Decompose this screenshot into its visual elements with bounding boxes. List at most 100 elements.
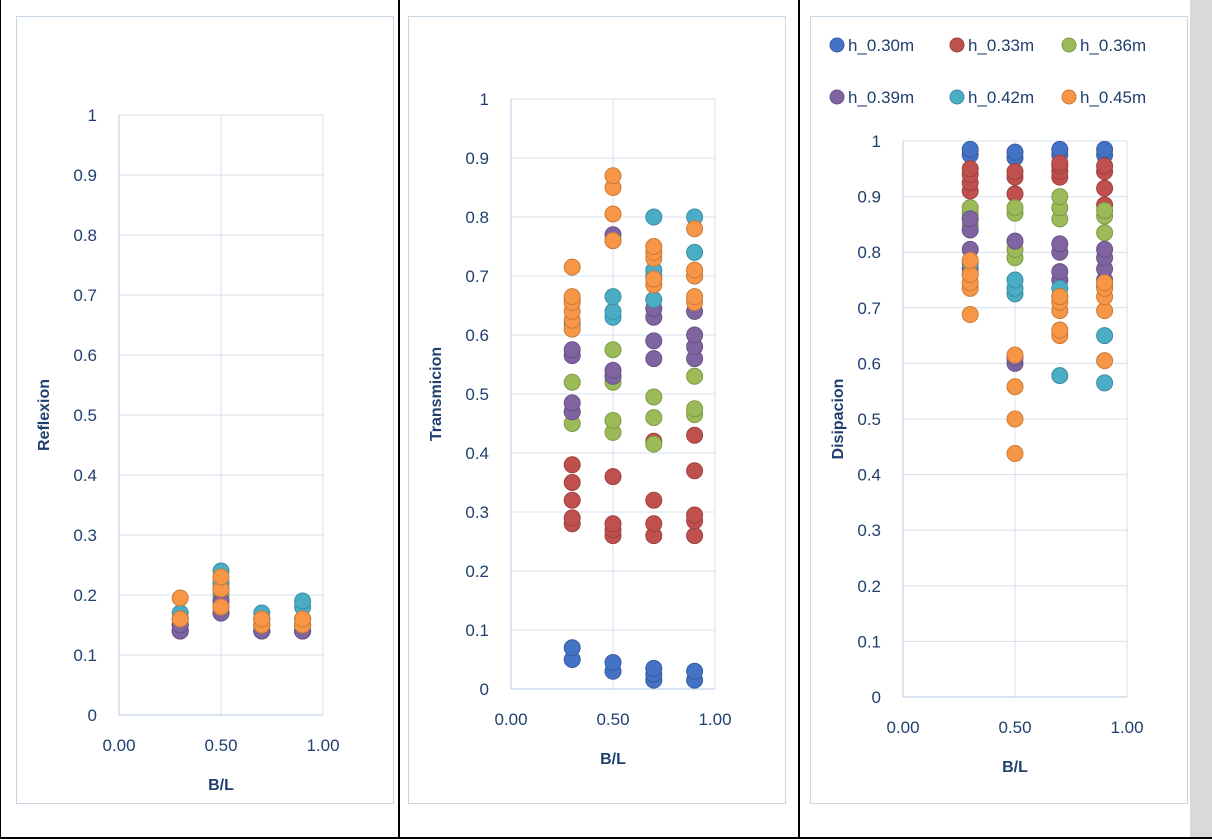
x-axis-title: B/L	[208, 777, 234, 794]
y-tick-label: 0.6	[465, 326, 489, 345]
legend-marker	[949, 37, 965, 53]
data-point	[563, 509, 581, 527]
legend-marker	[1061, 37, 1077, 53]
data-point	[1096, 327, 1114, 345]
y-axis-title: Reflexion	[36, 379, 53, 451]
data-point	[1096, 374, 1114, 392]
data-point	[686, 243, 704, 261]
data-point	[1096, 179, 1114, 197]
x-tick-label: 1.00	[306, 736, 339, 755]
data-point	[1006, 410, 1024, 428]
series-points	[563, 639, 704, 689]
x-tick-label: 0.00	[102, 736, 135, 755]
data-point	[686, 527, 704, 545]
data-point	[604, 653, 622, 671]
data-point	[604, 468, 622, 486]
series-points	[961, 188, 1114, 267]
y-tick-label: 1	[872, 132, 881, 151]
chart-reflexion-svg: 0 0.1 0.2 0.3 0.4 0.5 0.6 0.7 0.8 0.9 1 0.00 0.50 1.0…	[36, 106, 340, 794]
data-point	[1096, 202, 1114, 219]
data-point	[686, 367, 704, 385]
data-point	[604, 515, 622, 533]
data-point	[1006, 232, 1024, 250]
y-tick-label: 0.5	[857, 410, 881, 429]
data-point	[604, 232, 622, 250]
legend-marker	[1061, 89, 1077, 105]
y-tick-label: 0.4	[857, 466, 881, 485]
data-point	[604, 167, 622, 185]
y-axis-title: Disipacion	[830, 379, 847, 460]
chart-disipacion-svg: 0 0.1 0.2 0.3 0.4 0.5 0.6 0.7 0.8 0.9 1 0.00 0.50 1.0…	[829, 36, 1146, 776]
y-tick-label: 0.5	[73, 406, 97, 425]
x-axis-title: B/L	[600, 751, 626, 768]
legend-item: h_0.45m	[1061, 88, 1146, 107]
y-tick-label: 0.1	[465, 621, 489, 640]
series-points	[563, 167, 704, 338]
series-points	[961, 140, 1114, 167]
legend-item: h_0.39m	[829, 88, 914, 107]
y-tick-label: 0.4	[465, 444, 489, 463]
data-point	[604, 341, 622, 359]
gridlines	[511, 98, 716, 689]
series-points	[961, 254, 1114, 392]
data-point	[1006, 163, 1024, 181]
data-point	[212, 598, 230, 616]
legend-marker	[829, 89, 845, 105]
data-point	[563, 341, 581, 359]
y-tick-label: 0.2	[73, 586, 97, 605]
data-point	[563, 394, 581, 412]
data-point	[563, 288, 581, 306]
data-point	[1051, 263, 1069, 281]
y-tick-label: 0.6	[73, 346, 97, 365]
data-point	[604, 205, 622, 223]
legend-item: h_0.33m	[949, 36, 1034, 55]
data-point	[1051, 188, 1069, 206]
data-point	[961, 160, 979, 178]
legend-item: h_0.42m	[949, 88, 1034, 107]
legend-marker	[829, 37, 845, 53]
y-tick-label: 0.8	[73, 226, 97, 245]
y-tick-label: 0.1	[73, 646, 97, 665]
data-point	[686, 220, 704, 238]
data-point	[1096, 352, 1114, 370]
series-points	[171, 574, 312, 634]
x-tick-label: 0.50	[204, 736, 237, 755]
data-point	[604, 361, 622, 379]
data-point	[645, 388, 663, 406]
x-tick-label: 0.00	[494, 710, 527, 729]
y-tick-label: 0	[872, 688, 881, 707]
data-point	[1096, 157, 1114, 175]
chart-reflexion: 0 0.1 0.2 0.3 0.4 0.5 0.6 0.7 0.8 0.9 1 0.00 0.50 1.0…	[16, 16, 394, 804]
series-points	[171, 568, 312, 634]
x-tick-label: 0.00	[886, 718, 919, 737]
data-point	[645, 435, 663, 453]
data-point	[1051, 321, 1069, 339]
data-point	[645, 491, 663, 509]
chart-disipacion: 0 0.1 0.2 0.3 0.4 0.5 0.6 0.7 0.8 0.9 1 0.00 0.50 1.0…	[810, 16, 1188, 804]
table-bottom-border	[0, 837, 1212, 839]
legend-label: h_0.45m	[1080, 88, 1146, 107]
data-point	[604, 412, 622, 430]
x-tick-label: 1.00	[698, 710, 731, 729]
data-point	[1096, 140, 1114, 158]
data-point	[1006, 271, 1024, 289]
y-tick-label: 0.9	[73, 166, 97, 185]
data-point	[645, 515, 663, 533]
y-tick-label: 0.6	[857, 354, 881, 373]
data-point	[645, 659, 663, 677]
y-tick-label: 0.4	[73, 466, 97, 485]
data-point	[563, 491, 581, 509]
gridlines	[119, 114, 324, 715]
y-tick-label: 0	[480, 680, 489, 699]
data-point	[563, 456, 581, 474]
chart-transmicion: 0 0.1 0.2 0.3 0.4 0.5 0.6 0.7 0.8 0.9 1 0.00 0.50 1.0…	[408, 16, 786, 804]
y-tick-label: 0.3	[465, 503, 489, 522]
series-points	[563, 341, 704, 453]
y-axis-title: Transmicion	[428, 347, 445, 441]
data-point	[645, 350, 663, 368]
data-point	[645, 238, 663, 255]
chart-transmicion-svg: 0 0.1 0.2 0.3 0.4 0.5 0.6 0.7 0.8 0.9 1 0.00 0.50 1.0…	[428, 90, 732, 768]
y-tick-label: 0.7	[465, 267, 489, 286]
y-tick-label: 0.9	[465, 149, 489, 168]
y-tick-label: 0.5	[465, 385, 489, 404]
